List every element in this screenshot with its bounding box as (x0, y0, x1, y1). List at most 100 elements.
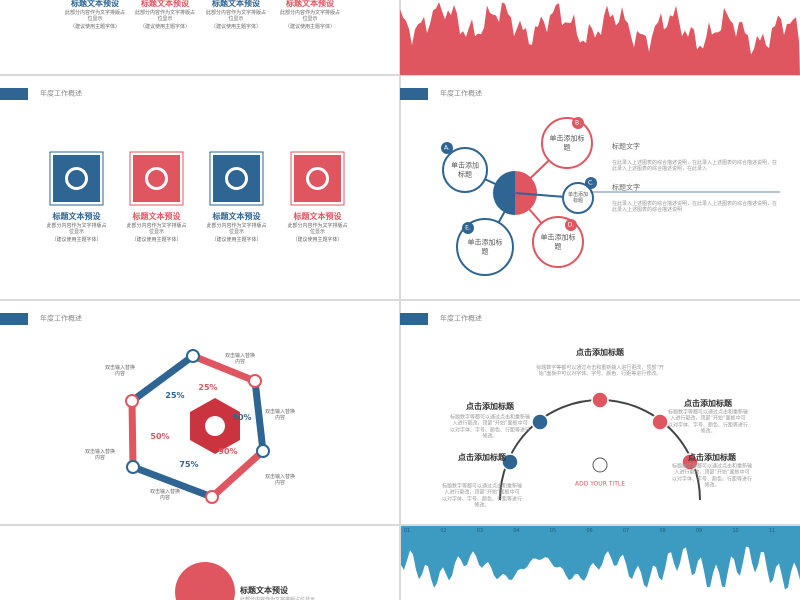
arc-dot (681, 453, 699, 471)
item-title: 标题文字 (612, 142, 640, 151)
slide-background (0, 0, 399, 74)
card-note: （建议使用主题字体） (292, 236, 343, 243)
point-title: 点击添加标题 (684, 399, 732, 408)
axis-label: 05 (549, 527, 557, 534)
hex-label: 双击输入替换内容 (224, 352, 255, 365)
hex-node (256, 444, 270, 458)
card-title: 标题文本预设 (71, 0, 119, 8)
node-badge (462, 222, 474, 234)
node-badge (565, 219, 577, 231)
point-title: 点击添加标题 (576, 348, 624, 357)
hex-label: 双击输入替换内容 (104, 364, 135, 377)
icon-glyph (225, 167, 248, 190)
node-circle (562, 182, 594, 214)
card-title: 标题文本预设 (212, 0, 260, 8)
node-label: 单击添加标题 (540, 233, 576, 250)
card-body: 此部分内容作为文字排版占位显示 (46, 222, 107, 235)
arc-dot (591, 391, 609, 409)
node-badge (585, 177, 597, 189)
percentage: 50% (150, 432, 170, 441)
icon-box (294, 155, 341, 202)
slide-header: 年度工作概述 (40, 314, 82, 323)
bottom-title: 标题文本预设 (240, 586, 288, 595)
node-badge (572, 117, 584, 129)
card-body: 此部分内容作为文字排版占位显示 (126, 222, 187, 235)
node-label: 单击添加标题 (549, 134, 585, 151)
axis-label: 10 (732, 527, 739, 534)
hex-icon (205, 416, 225, 436)
card-note: （建议使用主题字体） (131, 236, 182, 243)
node-label: 单击添加标题 (467, 238, 503, 255)
hex-segment (128, 352, 197, 405)
point-text: 标题数字等都可以通过点击和重新输入进行更改，顶部“开始”面板中可以对字体、字号、… (536, 364, 664, 377)
bottom-circle (175, 562, 235, 600)
card-title: 标题文本预设 (212, 212, 261, 221)
percentage: 75% (179, 460, 199, 469)
axis-label: 09 (695, 527, 703, 534)
point-title: 点击添加标题 (458, 453, 506, 462)
node-letter: B. (574, 119, 582, 127)
percentage: 90% (218, 447, 238, 456)
card-title: 标题文本预设 (141, 0, 189, 8)
area-wave (401, 526, 800, 590)
axis-label: 01 (403, 527, 411, 534)
card-title: 标题文本预设 (132, 212, 181, 221)
header-bar (0, 88, 28, 100)
header-bar (400, 88, 428, 100)
arc-dot (651, 413, 669, 431)
icon-box (213, 155, 260, 202)
slide-header: 年度工作概述 (40, 89, 82, 98)
hex-label: 双击输入替换内容 (264, 408, 295, 421)
node-circle (442, 147, 488, 193)
axis-label: 08 (659, 527, 666, 534)
node-letter: E. (465, 224, 471, 232)
card-body: 此部分内容作为文字排版占位显示 (65, 9, 126, 22)
hex-node (186, 349, 200, 363)
point-text: 标题数字等都可以通过点击和重新输入进行更改，顶部“开始”面板中可以对字体、字号、… (672, 463, 753, 489)
axis-label: 02 (440, 527, 447, 534)
card-title: 标题文本预设 (293, 212, 342, 221)
node-label: 单击添加标题 (450, 161, 479, 178)
hex-segment (129, 463, 216, 501)
hex-node (126, 460, 140, 474)
axis-label: 11 (768, 527, 776, 534)
card-note: （建议使用主题字体） (69, 23, 121, 30)
icon-glyph (306, 167, 329, 190)
hex-label: 双击输入替换内容 (84, 448, 115, 461)
point-text: 标题数字等都可以通过点击和重新输入进行更改，顶部“开始”面板中可以对字体、字号、… (668, 409, 749, 435)
percentage: 25% (198, 383, 218, 392)
card-body: 此部分内容作为文字排版占位显示 (206, 222, 267, 235)
icon-glyph (145, 167, 168, 190)
card-note: （建议使用主题字体） (211, 236, 262, 243)
axis-label: 03 (476, 527, 484, 534)
hex-segment (251, 377, 267, 455)
card-body: 此部分内容作为文字排版占位显示 (135, 9, 196, 22)
card-title: 标题文本预设 (52, 212, 101, 221)
node-letter: A. (444, 144, 450, 152)
center-icon (592, 457, 608, 473)
icon-frame (129, 151, 184, 206)
hex-label: 双击输入替换内容 (149, 488, 180, 501)
icon-box (133, 155, 180, 202)
point-title: 点击添加标题 (688, 453, 736, 462)
axis-label: 06 (586, 527, 593, 534)
item-title: 标题文字 (612, 183, 640, 192)
arc-dot (531, 413, 549, 431)
icon-frame (49, 151, 104, 206)
hex-node (205, 490, 219, 504)
hex-segment (128, 397, 137, 471)
hex-node (248, 374, 262, 388)
card-note: （建议使用主题字体） (139, 23, 191, 30)
axis-label: 04 (513, 527, 520, 534)
icon-box (53, 155, 100, 202)
center-title: ADD YOUR TITLE (574, 480, 626, 488)
hex-label: 双击输入替换内容 (264, 473, 295, 486)
card-note: （建议使用主题字体） (210, 23, 262, 30)
bottom-text: 此部分内容作为文字排版占位显示 (240, 596, 316, 600)
card-body: 此部分内容作为文字排版占位显示 (287, 222, 348, 235)
point-text: 标题数字等都可以通过点击和重新输入进行更改，顶部“开始”面板中可以对字体、字号、… (442, 483, 523, 509)
hex-node (125, 394, 139, 408)
icon-glyph (65, 167, 88, 190)
card-title: 标题文本预设 (286, 0, 334, 8)
